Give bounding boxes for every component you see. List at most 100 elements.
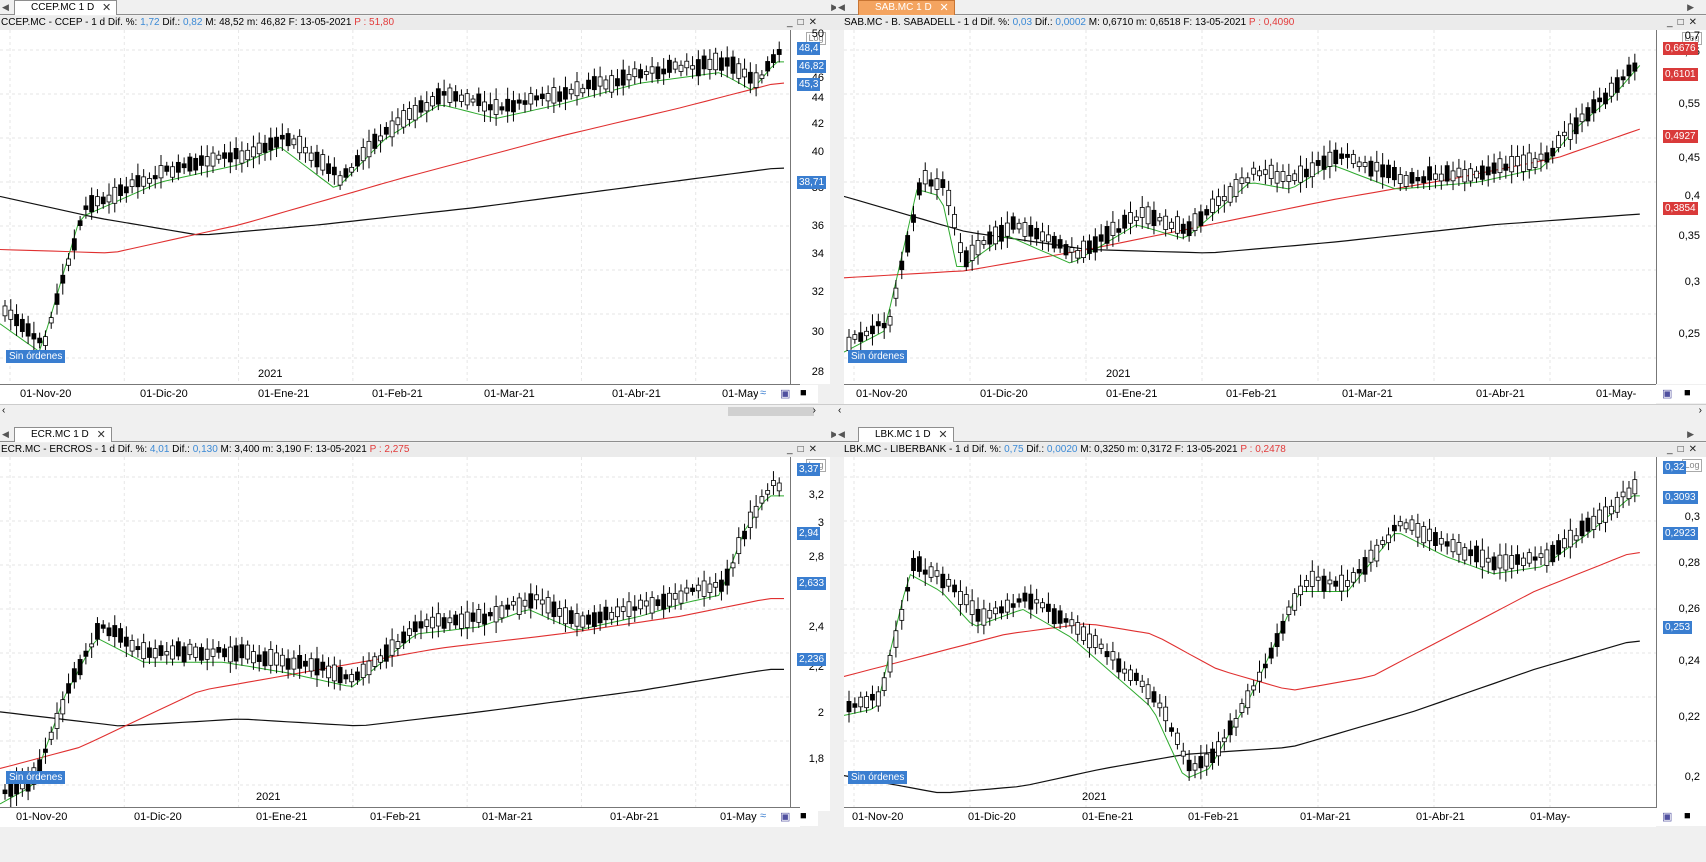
chart-corner-tools[interactable]: ▣ ■ [1650,385,1706,403]
save-icon[interactable]: ▣ [780,811,791,823]
tab-ccep[interactable]: CCEP.MC 1 D ✕ [14,0,118,15]
price-chart[interactable]: Sin órdenes 2021 [0,457,800,811]
maximize-icon[interactable]: □ [797,444,809,455]
candle-body [1239,703,1245,713]
scroll-left-icon[interactable]: ‹ [838,405,842,416]
candle-body [8,783,14,797]
price-axis[interactable]: Log 50 46 44 42 40 38 36 34 32 30 28 48,… [790,28,830,384]
price-chart[interactable]: Sin órdenes 2021 [844,30,1656,384]
candle-body [911,214,916,223]
candle-body [60,274,66,284]
maximize-icon[interactable]: □ [1677,444,1689,455]
candle-body [1081,240,1086,259]
candle-body [1087,633,1092,649]
chart-pane-lbk[interactable]: ◀ LBK.MC 1 D ✕ ▶ LBK.MC - LIBERBANK - 1 … [836,427,1706,858]
time-axis[interactable]: 01-Nov-20 01-Dic-20 01-Ene-21 01-Feb-21 … [0,807,800,827]
candle-body [1521,557,1526,566]
chart-pane-ecr[interactable]: ◀ ECR.MC 1 D ✕ ▶ ECR.MC - ERCROS - 1 d D… [0,427,850,858]
maximize-icon[interactable]: □ [797,17,809,28]
time-axis[interactable]: 01-Nov-20 01-Dic-20 01-Ene-21 01-Feb-21 … [844,807,1656,827]
tab-scroll-right-icon[interactable]: ▶ [831,2,838,12]
price-chart[interactable]: Sin órdenes 2021 [0,30,800,384]
close-icon[interactable]: ✕ [1688,444,1702,455]
toggle-icon[interactable]: ■ [1684,387,1691,399]
indicator-icon[interactable]: ≈ [760,387,767,399]
tab-scroll-right-icon[interactable]: ▶ [1687,2,1694,12]
candle-body [609,612,615,620]
candle-body [320,661,326,671]
candle-body [969,244,975,261]
candle-body [870,693,875,701]
scroll-thumb[interactable] [728,407,814,416]
close-tab-icon[interactable]: ✕ [101,2,112,14]
chart-pane-sab[interactable]: ◀ SAB.MC 1 D ✕ ▶ SAB.MC - B. SABADELL - … [836,0,1706,431]
window-buttons[interactable]: _□✕ [787,443,822,457]
horizontal-scrollbar[interactable]: ‹ › [836,404,1706,417]
candle-body [946,189,952,207]
candle-body [1110,221,1116,236]
save-icon[interactable]: ▣ [1662,811,1673,823]
save-icon[interactable]: ▣ [1662,388,1673,400]
window-buttons[interactable]: _□✕ [787,16,822,30]
candle-body [129,179,135,187]
tab-scroll-left-icon[interactable]: ◀ [2,429,9,439]
price-axis[interactable]: Log 0,3 0,28 0,26 0,24 0,22 0,2 0,32 0,3… [1656,457,1706,811]
close-tab-icon[interactable]: ✕ [96,429,106,441]
scroll-right-icon[interactable]: › [1698,405,1702,416]
tab-scroll-right-icon[interactable]: ▶ [831,429,838,439]
chart-corner-tools[interactable]: ▣ ■ [1650,808,1706,826]
price-axis[interactable]: Log 0,7 0,65 0,55 0,45 0,4 0,35 0,3 0,25… [1656,30,1706,384]
chart-corner-tools[interactable]: ≈ ▣ ■ [758,808,818,826]
candle-body [43,336,48,346]
toggle-icon[interactable]: ■ [800,387,807,399]
orders-badge[interactable]: Sin órdenes [848,350,908,363]
close-icon[interactable]: ✕ [1688,17,1702,28]
chart-corner-tools[interactable]: ≈ ▣ ■ [758,385,818,403]
close-icon[interactable]: ✕ [808,17,822,28]
tab-scroll-left-icon[interactable]: ◀ [2,2,9,12]
candle-body [95,623,100,640]
price-chart[interactable]: Sin órdenes 2021 [844,457,1656,811]
tab-scroll-right-icon[interactable]: ▶ [1687,429,1694,439]
price-axis[interactable]: Log 3,2 3 2,8 2,4 2,2 2 1,8 3,37 2,94 2,… [790,457,830,811]
candle-body [678,64,684,72]
candle-body [1556,135,1561,149]
scroll-left-icon[interactable]: ‹ [2,405,6,416]
minimize-icon[interactable]: _ [1667,17,1678,28]
toggle-icon[interactable]: ■ [800,810,807,822]
candle-body [1180,223,1186,234]
x-tick: 01-Dic-20 [134,811,182,823]
tab-lbk[interactable]: LBK.MC 1 D ✕ [858,427,954,442]
orders-badge[interactable]: Sin órdenes [6,771,66,784]
minimize-icon[interactable]: _ [787,17,798,28]
scroll-right-icon[interactable]: › [812,405,816,416]
minimize-icon[interactable]: _ [787,444,798,455]
chart-pane-ccep[interactable]: ◀ CCEP.MC 1 D ✕ ▶ CCEP.MC - CCEP - 1 d D… [0,0,850,431]
candle-body [418,100,424,113]
candle-body [1163,706,1169,722]
tab-scroll-left-icon[interactable]: ◀ [838,429,845,439]
window-buttons[interactable]: _□✕ [1667,16,1702,30]
candle-body [1573,535,1579,541]
tab-scroll-left-icon[interactable]: ◀ [838,2,845,12]
save-icon[interactable]: ▣ [780,388,791,400]
symbol-info-bar: LBK.MC - LIBERBANK - 1 d Dif. %: 0,75 Di… [836,443,1706,457]
close-icon[interactable]: ✕ [808,444,822,455]
minimize-icon[interactable]: _ [1667,444,1678,455]
time-axis[interactable]: 01-Nov-20 01-Dic-20 01-Ene-21 01-Feb-21 … [844,384,1656,404]
candle-body [308,658,314,672]
indicator-icon[interactable]: ≈ [760,810,767,822]
close-tab-icon[interactable]: ✕ [939,2,949,14]
orders-badge[interactable]: Sin órdenes [6,350,66,363]
close-tab-icon[interactable]: ✕ [938,429,948,441]
maximize-icon[interactable]: □ [1677,17,1689,28]
orders-badge[interactable]: Sin órdenes [848,771,908,784]
time-axis[interactable]: 01-Nov-20 01-Dic-20 01-Ene-21 01-Feb-21 … [0,384,800,404]
window-buttons[interactable]: _□✕ [1667,443,1702,457]
tab-sab[interactable]: SAB.MC 1 D ✕ [858,0,955,15]
candle-body [1573,117,1579,135]
toggle-icon[interactable]: ■ [1684,810,1691,822]
horizontal-scrollbar[interactable]: ‹ › [0,404,836,417]
candle-body [765,61,771,72]
tab-ecr[interactable]: ECR.MC 1 D ✕ [14,427,112,442]
